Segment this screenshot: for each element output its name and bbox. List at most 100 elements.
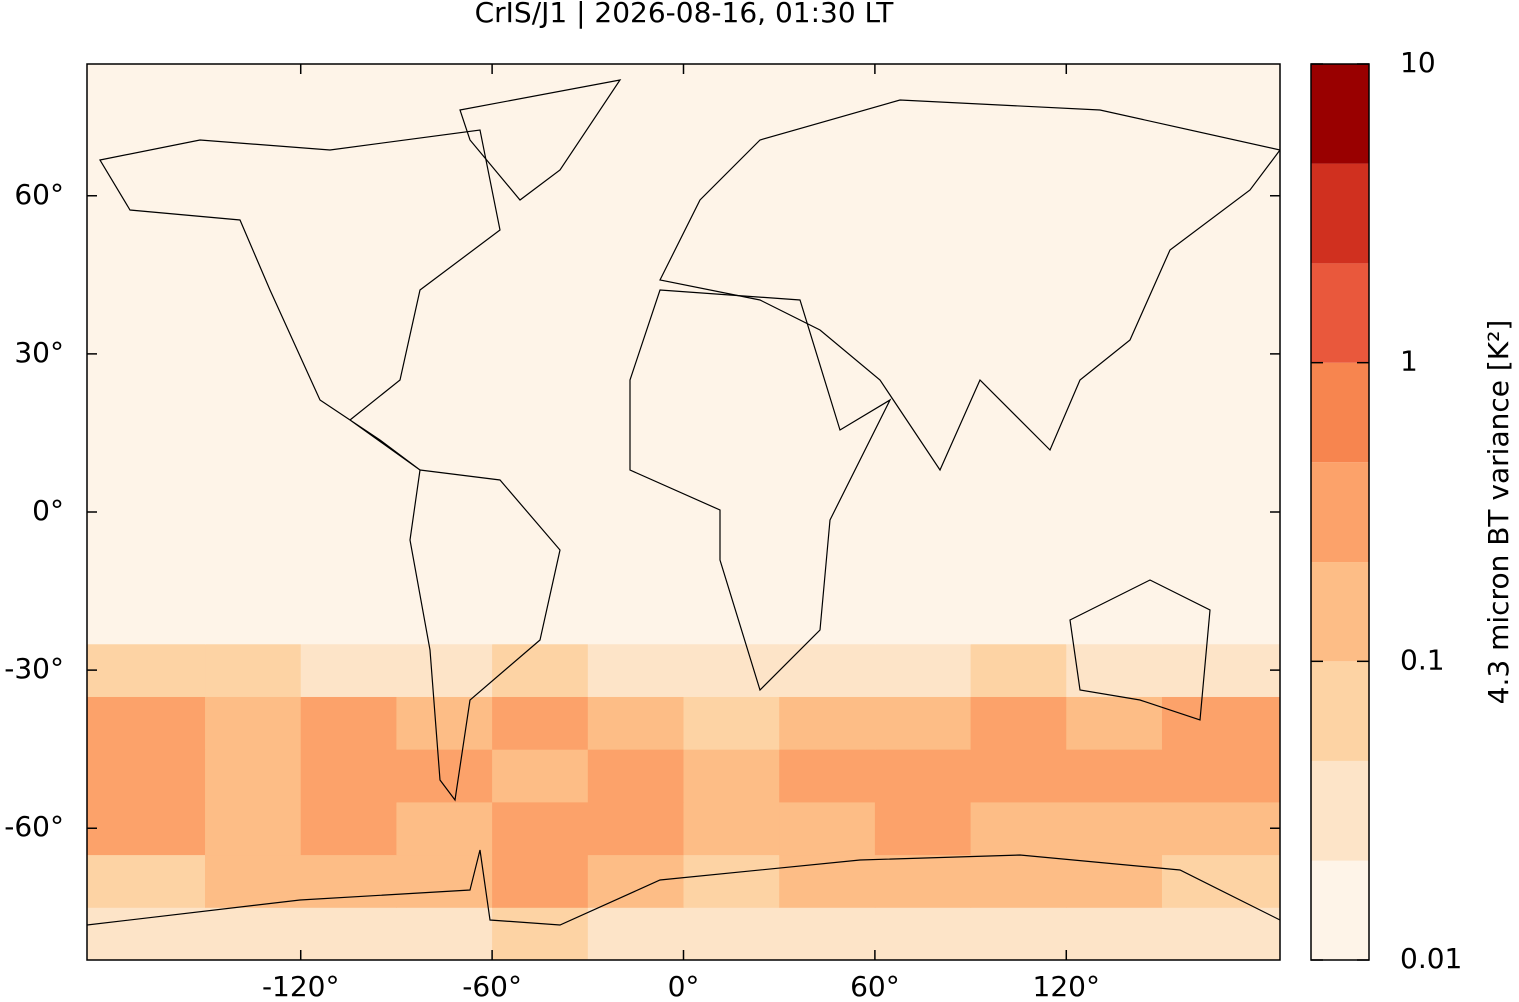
field-cell bbox=[779, 696, 876, 750]
field-cell bbox=[396, 801, 493, 856]
y-tick-label: 30° bbox=[14, 336, 64, 369]
field-cell bbox=[874, 854, 972, 908]
field-cell bbox=[683, 907, 780, 960]
field-cell bbox=[683, 64, 780, 645]
field-cell bbox=[683, 854, 780, 908]
field-cell bbox=[970, 643, 1067, 697]
field-cell bbox=[1066, 854, 1163, 908]
field-cell bbox=[587, 749, 684, 803]
field-cell bbox=[1066, 907, 1163, 960]
field-cell bbox=[970, 801, 1067, 856]
field-cell bbox=[779, 854, 876, 908]
colorbar-swatch bbox=[1311, 163, 1369, 264]
field-cell bbox=[970, 64, 1067, 645]
field-cell bbox=[1066, 749, 1163, 803]
x-tick-label: 60° bbox=[850, 970, 900, 1002]
field-cell bbox=[1161, 64, 1280, 645]
colorbar-label: 4.3 micron BT variance [K²] bbox=[1482, 320, 1515, 705]
field-cell bbox=[492, 696, 589, 750]
field-cell bbox=[300, 801, 397, 856]
chart-title: CrIS/J1 | 2026-08-16, 01:30 LT bbox=[475, 0, 895, 29]
field-cell bbox=[492, 749, 589, 803]
field-cell bbox=[87, 854, 206, 908]
field-cell bbox=[1066, 696, 1163, 750]
field-cell bbox=[492, 801, 589, 856]
field-cell bbox=[1161, 749, 1280, 803]
field-cell bbox=[205, 749, 302, 803]
y-tick-label: 0° bbox=[32, 494, 64, 527]
colorbar-frame bbox=[1310, 63, 1370, 961]
field-cell bbox=[300, 696, 397, 750]
field-cell bbox=[970, 749, 1067, 803]
y-tick-label: 60° bbox=[14, 178, 64, 211]
coastline bbox=[87, 849, 1280, 926]
coastline bbox=[659, 99, 1280, 472]
field-cell bbox=[300, 64, 397, 645]
y-tick-label: -30° bbox=[4, 652, 64, 685]
field-cell bbox=[779, 643, 876, 697]
field-cell bbox=[587, 801, 684, 856]
field-cell bbox=[205, 801, 302, 856]
field-cell bbox=[683, 643, 780, 697]
x-tick-label: 120° bbox=[1033, 970, 1100, 1002]
colorbar-swatch bbox=[1311, 362, 1369, 463]
field-cell bbox=[587, 854, 684, 908]
colorbar-swatch bbox=[1311, 462, 1369, 563]
field-cell bbox=[683, 696, 780, 750]
field-cell bbox=[300, 854, 397, 908]
colorbar bbox=[1311, 64, 1369, 960]
field-cell bbox=[205, 854, 302, 908]
field-cell bbox=[874, 64, 972, 645]
field-cell bbox=[492, 64, 589, 645]
field-cell bbox=[1161, 907, 1280, 960]
field-cell bbox=[87, 801, 206, 856]
field-cell bbox=[300, 749, 397, 803]
colorbar-swatch bbox=[1311, 661, 1369, 761]
field-cell bbox=[874, 801, 972, 856]
y-tick-label: -60° bbox=[4, 810, 64, 843]
field-cell bbox=[492, 907, 589, 960]
field-cell bbox=[87, 643, 206, 697]
field-cell bbox=[779, 749, 876, 803]
field-cell bbox=[87, 907, 206, 960]
colorbar-swatch bbox=[1311, 760, 1369, 861]
field-cell bbox=[205, 643, 302, 697]
field-cell bbox=[396, 749, 493, 803]
coastline bbox=[459, 79, 622, 201]
field-cell bbox=[970, 854, 1067, 908]
field-cell bbox=[492, 854, 589, 908]
colorbar-swatch bbox=[1311, 860, 1369, 960]
field-cell bbox=[396, 64, 493, 645]
field-cell bbox=[970, 907, 1067, 960]
field-cell bbox=[874, 696, 972, 750]
field-cell bbox=[587, 696, 684, 750]
field-cell bbox=[396, 696, 493, 750]
coastline bbox=[409, 469, 561, 802]
colorbar-swatch bbox=[1311, 64, 1369, 164]
field-cell bbox=[874, 907, 972, 960]
field-cell bbox=[300, 907, 397, 960]
coastline bbox=[99, 129, 501, 471]
field-cell bbox=[683, 749, 780, 803]
coastline bbox=[1069, 579, 1211, 721]
field-cell bbox=[492, 643, 589, 697]
field bbox=[87, 64, 1280, 960]
colorbar-tick-label: 0.01 bbox=[1400, 942, 1462, 975]
colorbar-tick-label: 10 bbox=[1400, 46, 1436, 79]
coastlines bbox=[87, 79, 1280, 926]
field-cell bbox=[1161, 801, 1280, 856]
field-cell bbox=[87, 64, 206, 645]
field-cell bbox=[1161, 696, 1280, 750]
field-cell bbox=[779, 907, 876, 960]
field-cell bbox=[779, 64, 876, 645]
x-tick-label: -120° bbox=[262, 970, 340, 1002]
field-cell bbox=[587, 907, 684, 960]
field-cell bbox=[87, 696, 206, 750]
field-cell bbox=[1066, 64, 1163, 645]
field-cell bbox=[1066, 643, 1163, 697]
field-cell bbox=[396, 907, 493, 960]
field-cell bbox=[874, 643, 972, 697]
field-cell bbox=[87, 749, 206, 803]
colorbar-swatch bbox=[1311, 562, 1369, 662]
